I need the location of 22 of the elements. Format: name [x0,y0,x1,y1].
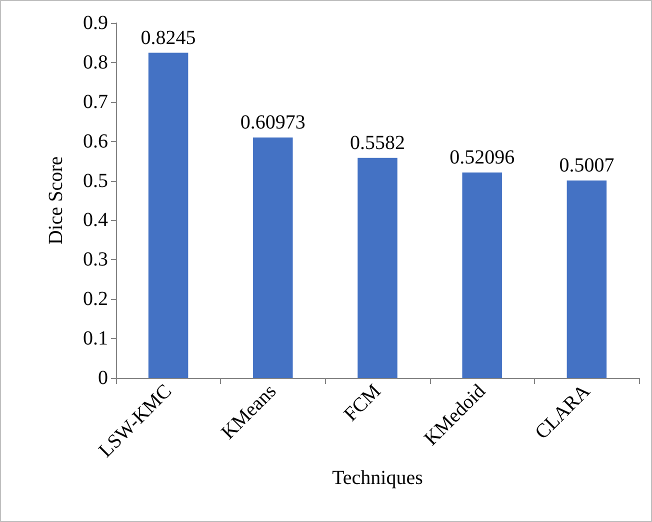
y-tick-label: 0.1 [83,328,108,350]
y-tick-label: 0.2 [83,288,108,310]
bar [253,137,293,378]
data-label: 0.5007 [559,154,614,176]
y-axis-title: Dice Score [45,156,67,245]
data-label: 0.5582 [350,132,405,154]
x-axis-title: Techniques [332,467,424,490]
data-label: 0.8245 [140,26,196,49]
y-tick-label: 0.7 [83,90,108,113]
y-tick-label: 0.3 [83,248,108,271]
y-tick-label: 0 [98,367,108,389]
bar [566,180,607,378]
data-label: 0.52096 [450,146,515,169]
y-tick-label: 0.6 [83,130,108,152]
y-tick-label: 0.4 [83,209,108,232]
data-label: 0.60973 [240,111,306,134]
bar [358,158,398,378]
bar [462,172,502,378]
y-tick-label: 0.9 [83,12,108,34]
y-tick-label: 0.8 [83,51,108,74]
y-tick-label: 0.5 [83,170,108,192]
bar [148,52,188,378]
